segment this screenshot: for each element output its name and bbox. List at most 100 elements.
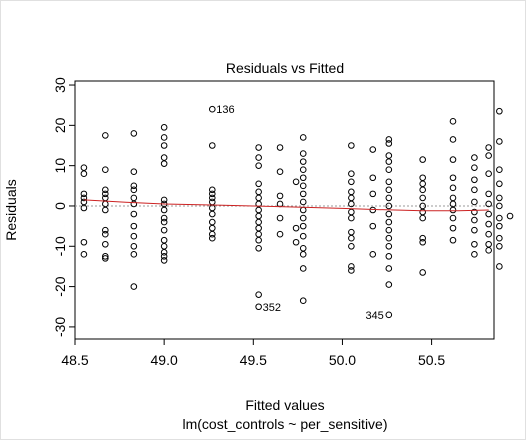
residual-point bbox=[299, 214, 307, 222]
residual-point bbox=[348, 228, 355, 236]
residual-point bbox=[348, 267, 355, 274]
residual-point bbox=[160, 206, 168, 214]
residual-point bbox=[299, 232, 307, 240]
residual-point bbox=[255, 180, 262, 188]
y-tick-label: -20 bbox=[52, 276, 68, 296]
x-tick-label: 50.5 bbox=[418, 352, 445, 368]
residual-point bbox=[449, 118, 457, 125]
residual-point bbox=[160, 124, 168, 131]
residual-point bbox=[385, 311, 393, 319]
residual-point bbox=[255, 291, 262, 298]
y-tick-label: 10 bbox=[52, 158, 68, 174]
residual-point bbox=[348, 263, 355, 270]
residual-point bbox=[299, 251, 307, 258]
residual-point bbox=[299, 150, 307, 157]
residual-point bbox=[299, 174, 307, 182]
residual-point bbox=[130, 283, 138, 290]
residual-point bbox=[471, 208, 478, 216]
residual-point bbox=[130, 194, 138, 202]
residual-point bbox=[419, 234, 426, 242]
residual-point bbox=[299, 166, 307, 173]
residual-point bbox=[299, 206, 307, 214]
residual-point bbox=[449, 174, 457, 182]
residual-point bbox=[102, 166, 109, 173]
residual-point bbox=[276, 192, 284, 200]
residual-point bbox=[485, 247, 492, 254]
residual-point bbox=[130, 222, 138, 230]
residual-point bbox=[208, 105, 216, 113]
chart-title: Residuals vs Fitted bbox=[226, 60, 344, 76]
residual-point bbox=[130, 200, 138, 208]
x-axis-label: Fitted values bbox=[245, 397, 324, 413]
residual-point bbox=[496, 107, 503, 115]
residual-point bbox=[255, 188, 262, 196]
residual-point bbox=[160, 249, 168, 256]
residual-point bbox=[255, 144, 262, 151]
residual-point bbox=[449, 136, 457, 143]
residual-point bbox=[348, 194, 355, 202]
residual-point bbox=[471, 176, 478, 184]
residual-point bbox=[419, 214, 426, 222]
residual-point bbox=[255, 303, 262, 311]
x-tick-label: 49.5 bbox=[240, 352, 267, 368]
residual-point bbox=[471, 226, 478, 234]
residual-point bbox=[208, 186, 216, 194]
residual-point bbox=[208, 234, 216, 242]
residual-point bbox=[485, 240, 492, 248]
residual-point bbox=[160, 218, 168, 226]
residual-point bbox=[299, 134, 307, 141]
residual-point bbox=[485, 170, 492, 178]
residual-point bbox=[385, 194, 393, 202]
residual-point bbox=[496, 138, 503, 145]
residual-point bbox=[348, 214, 355, 222]
residual-point bbox=[130, 251, 138, 258]
residual-point bbox=[255, 224, 262, 232]
residual-point bbox=[385, 140, 393, 147]
residual-point bbox=[160, 196, 168, 204]
residual-point bbox=[385, 234, 393, 242]
residual-point bbox=[208, 194, 216, 202]
residual-point bbox=[80, 170, 88, 178]
y-tick-label: -10 bbox=[52, 236, 68, 256]
residual-point bbox=[385, 226, 393, 234]
residual-point bbox=[385, 186, 393, 194]
y-tick-label: 0 bbox=[52, 202, 68, 210]
residual-point bbox=[385, 281, 393, 288]
residual-point bbox=[385, 265, 393, 272]
residual-point bbox=[385, 210, 393, 218]
residual-point bbox=[385, 166, 393, 173]
residual-point bbox=[471, 240, 478, 248]
residual-point bbox=[419, 180, 426, 188]
smoother-line bbox=[83, 199, 489, 212]
plot-box bbox=[74, 80, 495, 340]
residual-point bbox=[160, 253, 168, 260]
residual-point bbox=[348, 234, 355, 242]
residual-point bbox=[449, 224, 457, 232]
y-tick-label: -30 bbox=[52, 317, 68, 337]
y-tick-label: 30 bbox=[52, 77, 68, 93]
residual-point bbox=[299, 222, 307, 230]
residual-point bbox=[471, 154, 478, 161]
residual-point bbox=[385, 242, 393, 250]
residual-point bbox=[160, 236, 168, 244]
residual-point bbox=[208, 198, 216, 206]
residual-point bbox=[160, 214, 168, 222]
residual-point bbox=[160, 154, 168, 161]
residual-point bbox=[102, 253, 109, 260]
residual-point bbox=[485, 190, 492, 198]
residual-point bbox=[160, 242, 168, 250]
residual-point bbox=[102, 226, 109, 234]
residual-point bbox=[485, 220, 492, 228]
x-tick-label: 50.0 bbox=[329, 352, 356, 368]
residual-point bbox=[496, 180, 503, 188]
outlier-label: 345 bbox=[365, 310, 383, 322]
residual-point bbox=[299, 190, 307, 198]
residual-point bbox=[276, 214, 284, 222]
residual-point bbox=[292, 224, 300, 232]
residual-point bbox=[102, 186, 109, 194]
residual-point bbox=[130, 210, 138, 218]
residual-point bbox=[496, 242, 503, 250]
residual-point bbox=[471, 186, 478, 194]
residual-point bbox=[419, 194, 426, 202]
